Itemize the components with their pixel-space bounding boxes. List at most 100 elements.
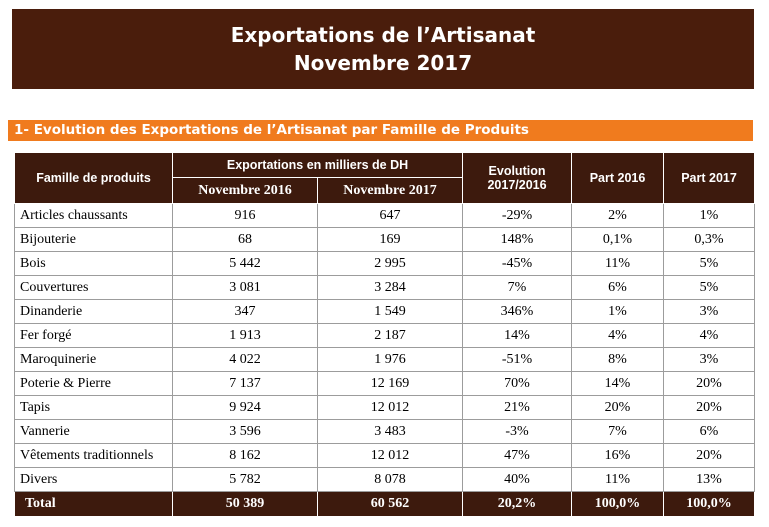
table-row: Poterie & Pierre 7 137 12 169 70% 14% 20%	[14, 371, 756, 396]
title-line-1: Exportations de l’Artisanat	[230, 23, 536, 47]
cell-part2016: 14%	[571, 371, 665, 396]
table-body: Articles chaussants 916 647 -29% 2% 1% Bijoute…	[14, 203, 756, 517]
cell-part2017: 4%	[663, 323, 756, 348]
cell-evolution: 148%	[462, 227, 573, 252]
cell-part2016: 1%	[571, 299, 665, 324]
cell-famille: Vannerie	[14, 419, 173, 444]
cell-famille: Couvertures	[14, 275, 173, 300]
cell-nov2017: 12 012	[316, 443, 464, 468]
cell-famille: Maroquinerie	[14, 347, 173, 372]
table-row: Fer forgé 1 913 2 187 14% 4% 4%	[14, 323, 756, 348]
cell-evolution: -51%	[462, 347, 573, 372]
cell-evolution: 70%	[462, 371, 573, 396]
cell-famille: Poterie & Pierre	[14, 371, 173, 396]
cell-famille: Vêtements traditionnels	[14, 443, 173, 468]
cell-famille: Divers	[14, 467, 173, 492]
cell-evolution: 346%	[462, 299, 573, 324]
cell-evolution: 14%	[462, 323, 573, 348]
cell-famille: Bois	[14, 251, 173, 276]
cell-part2017: 5%	[663, 251, 756, 276]
total-part2016: 100,0%	[571, 491, 665, 517]
total-row: Total 50 389 60 562 20,2% 100,0% 100,0%	[14, 491, 756, 517]
title-line-2: Novembre 2017	[293, 51, 473, 75]
cell-famille: Bijouterie	[14, 227, 173, 252]
cell-nov2017: 12 169	[316, 371, 464, 396]
cell-nov2016: 9 924	[172, 395, 318, 420]
cell-part2017: 20%	[663, 443, 756, 468]
cell-part2017: 6%	[663, 419, 756, 444]
cell-part2016: 2%	[571, 203, 665, 228]
cell-part2016: 4%	[571, 323, 665, 348]
table-row: Maroquinerie 4 022 1 976 -51% 8% 3%	[14, 347, 756, 372]
cell-nov2016: 916	[172, 203, 318, 228]
cell-nov2017: 1 549	[316, 299, 464, 324]
header-famille: Famille de produits	[14, 152, 173, 204]
cell-nov2016: 5 442	[172, 251, 318, 276]
table-row: Vêtements traditionnels 8 162 12 012 47% 16%…	[14, 443, 756, 468]
total-nov2016: 50 389	[172, 491, 318, 517]
cell-part2016: 6%	[571, 275, 665, 300]
header-part-2017: Part 2017	[663, 152, 756, 204]
header-evolution-line-2: 2017/2016	[487, 178, 547, 192]
section-title: 1- Evolution des Exportations de l’Artis…	[8, 120, 753, 141]
total-nov2017: 60 562	[316, 491, 464, 517]
cell-nov2017: 2 995	[316, 251, 464, 276]
cell-evolution: 47%	[462, 443, 573, 468]
cell-part2016: 7%	[571, 419, 665, 444]
cell-nov2017: 647	[316, 203, 464, 228]
cell-part2016: 8%	[571, 347, 665, 372]
total-famille: Total	[14, 491, 173, 517]
cell-part2017: 13%	[663, 467, 756, 492]
table-row: Tapis 9 924 12 012 21% 20% 20%	[14, 395, 756, 420]
table-row: Couvertures 3 081 3 284 7% 6% 5%	[14, 275, 756, 300]
cell-famille: Dinanderie	[14, 299, 173, 324]
exports-table: Famille de produits Exportations en mill…	[14, 152, 756, 517]
cell-nov2016: 3 081	[172, 275, 318, 300]
header-evolution: Evolution 2017/2016	[462, 152, 573, 204]
cell-nov2017: 169	[316, 227, 464, 252]
cell-nov2016: 347	[172, 299, 318, 324]
title-banner: Exportations de l’Artisanat Novembre 201…	[12, 9, 754, 89]
cell-evolution: 7%	[462, 275, 573, 300]
header-part-2016: Part 2016	[571, 152, 665, 204]
cell-nov2017: 3 284	[316, 275, 464, 300]
cell-nov2016: 5 782	[172, 467, 318, 492]
header-nov-2016: Novembre 2016	[172, 177, 318, 204]
cell-nov2016: 4 022	[172, 347, 318, 372]
cell-part2017: 3%	[663, 299, 756, 324]
cell-part2017: 3%	[663, 347, 756, 372]
header-nov-2017: Novembre 2017	[316, 177, 464, 204]
cell-evolution: 40%	[462, 467, 573, 492]
cell-nov2016: 8 162	[172, 443, 318, 468]
cell-nov2017: 8 078	[316, 467, 464, 492]
table-row: Bois 5 442 2 995 -45% 11% 5%	[14, 251, 756, 276]
cell-evolution: -29%	[462, 203, 573, 228]
cell-nov2017: 1 976	[316, 347, 464, 372]
table-row: Articles chaussants 916 647 -29% 2% 1%	[14, 203, 756, 228]
total-evolution: 20,2%	[462, 491, 573, 517]
cell-famille: Articles chaussants	[14, 203, 173, 228]
cell-part2016: 11%	[571, 467, 665, 492]
cell-evolution: -45%	[462, 251, 573, 276]
table-row: Divers 5 782 8 078 40% 11% 13%	[14, 467, 756, 492]
cell-part2017: 5%	[663, 275, 756, 300]
table-row: Vannerie 3 596 3 483 -3% 7% 6%	[14, 419, 756, 444]
cell-nov2016: 1 913	[172, 323, 318, 348]
cell-nov2016: 68	[172, 227, 318, 252]
cell-nov2016: 3 596	[172, 419, 318, 444]
table-row: Dinanderie 347 1 549 346% 1% 3%	[14, 299, 756, 324]
cell-part2017: 1%	[663, 203, 756, 228]
header-exportations: Exportations en milliers de DH	[171, 152, 464, 178]
table-row: Bijouterie 68 169 148% 0,1% 0,3%	[14, 227, 756, 252]
cell-part2016: 0,1%	[571, 227, 665, 252]
total-part2017: 100,0%	[663, 491, 756, 517]
cell-nov2017: 12 012	[316, 395, 464, 420]
cell-part2017: 0,3%	[663, 227, 756, 252]
cell-famille: Tapis	[14, 395, 173, 420]
cell-famille: Fer forgé	[14, 323, 173, 348]
cell-part2016: 20%	[571, 395, 665, 420]
cell-evolution: -3%	[462, 419, 573, 444]
cell-part2017: 20%	[663, 371, 756, 396]
cell-part2017: 20%	[663, 395, 756, 420]
cell-part2016: 16%	[571, 443, 665, 468]
